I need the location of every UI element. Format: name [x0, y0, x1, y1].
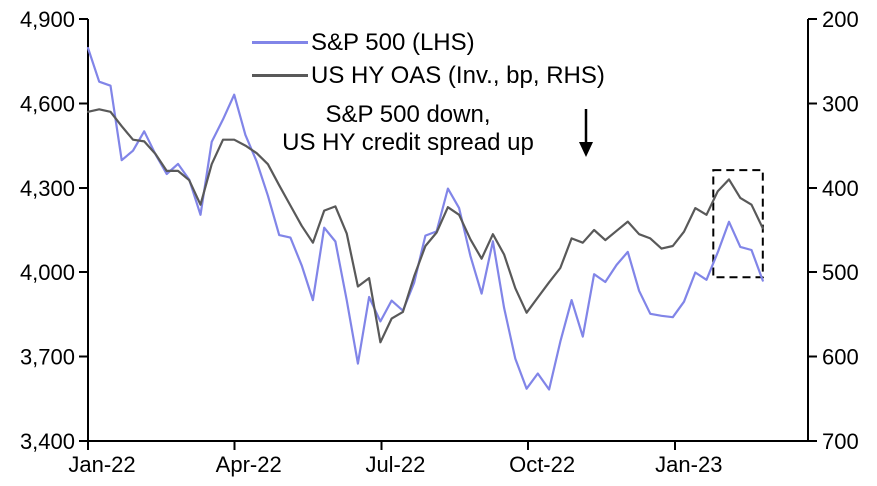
left-axis-tick-label: 4,600: [20, 91, 75, 116]
x-axis-tick-label: Apr-22: [216, 452, 282, 477]
legend-item-sp500: S&P 500 (LHS): [252, 26, 605, 59]
annotation-line-1: S&P 500 down,: [325, 101, 491, 128]
legend-label-us-hy-oas: US HY OAS (Inv., bp, RHS): [311, 61, 605, 89]
left-axis-tick-label: 4,900: [20, 7, 75, 32]
right-axis-tick-label: 300: [822, 91, 859, 116]
left-axis-tick-label: 3,700: [20, 345, 75, 370]
x-axis-tick-label: Jan-22: [68, 452, 135, 477]
right-axis-tick-label: 700: [822, 429, 859, 454]
legend: S&P 500 (LHS) US HY OAS (Inv., bp, RHS): [252, 26, 605, 92]
right-axis-tick-label: 400: [822, 176, 859, 201]
left-axis-tick-label: 4,300: [20, 176, 75, 201]
right-axis-tick-label: 200: [822, 7, 859, 32]
left-axis-tick-label: 3,400: [20, 429, 75, 454]
legend-item-us-hy-oas: US HY OAS (Inv., bp, RHS): [252, 59, 605, 92]
us-hy-oas-line-swatch: [252, 74, 308, 77]
right-axis-tick-label: 500: [822, 260, 859, 285]
annotation-line-2: US HY credit spread up: [282, 129, 534, 156]
right-axis-tick-label: 600: [822, 345, 859, 370]
x-axis-tick-label: Jan-23: [655, 452, 722, 477]
chart-annotation: S&P 500 down, US HY credit spread up: [276, 101, 540, 157]
down-arrow-icon: [579, 142, 593, 157]
sp500-line-swatch: [252, 41, 308, 44]
x-axis-tick-label: Jul-22: [365, 452, 425, 477]
legend-label-sp500: S&P 500 (LHS): [311, 28, 475, 56]
x-axis-tick-label: Oct-22: [509, 452, 575, 477]
series-line-sp500: [86, 46, 764, 391]
series-line-us-hy-oas: [86, 108, 764, 344]
left-axis-tick-label: 4,000: [20, 260, 75, 285]
